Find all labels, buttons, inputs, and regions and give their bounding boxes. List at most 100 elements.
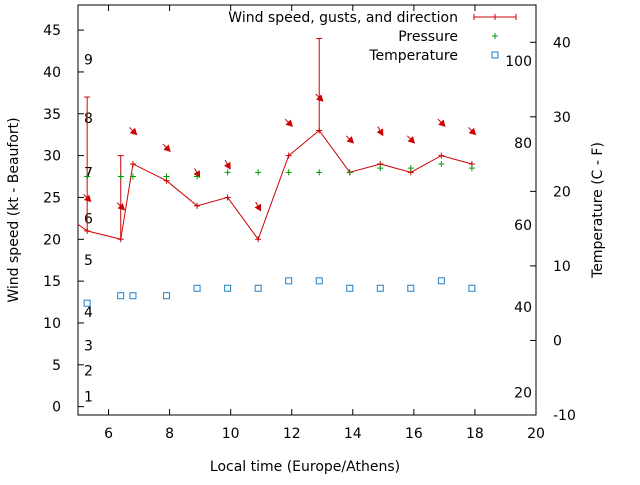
y-tick-label: 45 <box>43 23 61 39</box>
wind-speed-point <box>129 160 136 167</box>
legend-pressure-label: Pressure <box>398 29 458 45</box>
temperature-point <box>117 292 125 300</box>
y2-tick-label: 30 <box>553 110 571 126</box>
beaufort-label: 3 <box>84 339 93 355</box>
x-tick-label: 14 <box>344 426 362 442</box>
y-tick-label: 25 <box>43 190 61 206</box>
temperature-point <box>193 284 201 292</box>
y-tick-label: 40 <box>43 65 61 81</box>
fahrenheit-label: 60 <box>514 218 532 234</box>
wind-direction-arrowhead <box>468 127 477 136</box>
x-tick-label: 6 <box>104 426 113 442</box>
y-tick-label: 20 <box>43 232 61 248</box>
wind-direction-arrowhead <box>129 127 138 136</box>
beaufort-label: 8 <box>84 111 93 127</box>
pressure-point <box>255 169 262 176</box>
wind-direction-arrowhead <box>376 128 384 137</box>
beaufort-label: 7 <box>84 165 93 181</box>
wind-direction-arrowhead <box>285 119 293 127</box>
beaufort-label: 9 <box>84 52 93 68</box>
wind-direction-arrowhead <box>224 161 231 170</box>
wind-direction-arrowhead <box>83 194 92 203</box>
y2-tick-label: -10 <box>553 408 576 424</box>
legend: Wind speed, gusts, and direction Pressure… <box>228 10 517 64</box>
temperature-point <box>83 299 91 307</box>
y-tick-label: 15 <box>43 274 61 290</box>
y2-tick-label: 0 <box>553 333 562 349</box>
y2-axis-label: Temperature (C - F) <box>590 142 606 279</box>
temperature-point <box>407 284 415 292</box>
wind-direction-arrowhead <box>407 136 416 144</box>
fahrenheit-label: 100 <box>505 54 532 70</box>
legend-wind-label: Wind speed, gusts, and direction <box>228 10 458 26</box>
pressure-point <box>194 173 201 180</box>
pressure-point <box>285 169 292 176</box>
pressure-point <box>407 165 414 172</box>
pressure-point <box>129 173 136 180</box>
legend-pressure-swatch <box>492 33 498 39</box>
y2-tick-label: 20 <box>553 184 571 200</box>
pressure-point <box>468 165 475 172</box>
pressure-point <box>163 173 170 180</box>
x-tick-label: 16 <box>405 426 423 442</box>
x-tick-label: 20 <box>527 426 545 442</box>
temperature-point <box>163 292 171 300</box>
x-tick-label: 18 <box>466 426 484 442</box>
temperature-point <box>129 292 137 300</box>
legend-temperature-label: Temperature <box>368 48 458 64</box>
legend-temperature-swatch <box>491 51 499 59</box>
pressure-point <box>346 169 353 176</box>
wind-speed-line <box>78 129 473 241</box>
axis-ticks <box>78 5 537 416</box>
wind-direction-arrowhead <box>117 203 126 211</box>
axis-tick-labels: 6 8 10 12 14 16 18 20051015202530354045-1001020… <box>43 23 576 442</box>
pressure-point <box>377 165 384 172</box>
y-tick-label: 30 <box>43 149 61 165</box>
pressure-point <box>438 160 445 167</box>
temperature-point <box>254 284 262 292</box>
beaufort-label: 4 <box>84 305 93 321</box>
beaufort-label: 2 <box>84 364 93 380</box>
temperature-point <box>376 284 384 292</box>
wind-speed-point <box>316 127 323 134</box>
y2-tick-label: 40 <box>553 35 571 51</box>
temperature-point <box>224 284 232 292</box>
fahrenheit-label: 20 <box>514 386 532 402</box>
pressure-point <box>224 169 231 176</box>
wind-speed-point <box>84 227 91 234</box>
y-tick-label: 0 <box>52 400 61 416</box>
temperature-point <box>285 277 293 285</box>
beaufort-label: 5 <box>84 253 93 269</box>
wind-direction-arrowhead <box>163 144 171 152</box>
temperature-point <box>346 284 354 292</box>
plot-frame <box>77 4 537 416</box>
wind-speed-point <box>117 236 124 243</box>
wind-speed-point <box>438 152 445 159</box>
x-axis-label: Local time (Europe/Athens) <box>210 459 400 475</box>
x-tick-label: 8 <box>165 426 174 442</box>
temperature-point <box>315 277 323 285</box>
wind-direction-arrowhead <box>316 94 324 102</box>
series-layer <box>78 37 477 307</box>
y-tick-label: 35 <box>43 107 61 123</box>
temperature-point <box>437 277 445 285</box>
wind-direction-arrowhead <box>254 203 262 212</box>
wind-direction-arrowhead <box>346 136 355 144</box>
wind-direction-arrowhead <box>438 119 446 127</box>
y-tick-label: 5 <box>52 358 61 374</box>
pressure-point <box>84 173 91 180</box>
pressure-point <box>117 173 124 180</box>
fahrenheit-label: 80 <box>514 136 532 152</box>
wind-speed-point <box>285 152 292 159</box>
temperature-point <box>468 284 476 292</box>
wind-speed-point <box>224 194 231 201</box>
wind-speed-point <box>255 236 262 243</box>
y-tick-label: 10 <box>43 316 61 332</box>
y2-tick-label: 10 <box>553 259 571 275</box>
fahrenheit-label: 40 <box>514 300 532 316</box>
beaufort-label: 1 <box>84 390 93 406</box>
x-tick-label: 10 <box>222 426 240 442</box>
pressure-point <box>316 169 323 176</box>
